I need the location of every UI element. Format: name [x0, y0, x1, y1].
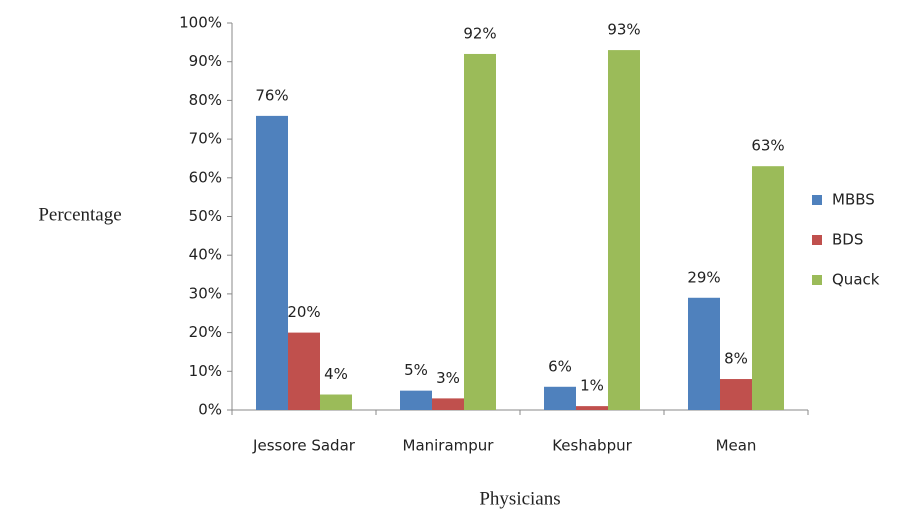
y-tick-label: 80%: [189, 91, 222, 109]
legend-swatch: [812, 195, 822, 205]
legend-label: MBBS: [832, 191, 875, 209]
y-tick-label: 70%: [189, 130, 222, 148]
y-tick-label: 20%: [189, 323, 222, 341]
x-tick-label: Jessore Sadar: [252, 437, 356, 455]
value-label: 63%: [751, 137, 784, 155]
value-label: 20%: [287, 303, 320, 321]
x-tick-label: Manirampur: [403, 437, 495, 455]
value-label: 93%: [607, 21, 640, 39]
y-axis-label: Percentage: [38, 204, 121, 225]
bar: [720, 379, 752, 410]
bar: [288, 332, 320, 410]
bar: [400, 390, 432, 410]
bar: [576, 406, 608, 410]
bar: [608, 50, 640, 411]
value-label: 6%: [548, 357, 572, 375]
legend-label: BDS: [832, 231, 863, 249]
bar: [320, 394, 352, 410]
bar: [688, 297, 720, 410]
x-tick-label: Keshabpur: [552, 437, 632, 455]
y-tick-label: 0%: [198, 401, 222, 419]
y-tick-label: 10%: [189, 362, 222, 380]
bar: [544, 386, 576, 410]
value-label: 1%: [580, 377, 604, 395]
legend-label: Quack: [832, 271, 880, 289]
value-label: 5%: [404, 361, 428, 379]
value-label: 76%: [255, 86, 288, 104]
x-axis-label: Physicians: [479, 488, 560, 509]
value-label: 4%: [324, 365, 348, 383]
x-tick-label: Mean: [716, 437, 757, 455]
bar: [464, 53, 496, 411]
bar: [256, 115, 288, 410]
value-label: 8%: [724, 350, 748, 368]
y-tick-label: 60%: [189, 168, 222, 186]
y-tick-label: 90%: [189, 52, 222, 70]
value-label: 92%: [463, 24, 496, 42]
bar: [752, 166, 784, 410]
y-tick-label: 100%: [179, 14, 222, 32]
legend-swatch: [812, 275, 822, 285]
bar: [432, 398, 464, 410]
y-tick-label: 30%: [189, 284, 222, 302]
value-label: 29%: [687, 268, 720, 286]
y-tick-label: 50%: [189, 207, 222, 225]
legend-swatch: [812, 235, 822, 245]
y-tick-label: 40%: [189, 246, 222, 264]
value-label: 3%: [436, 369, 460, 387]
